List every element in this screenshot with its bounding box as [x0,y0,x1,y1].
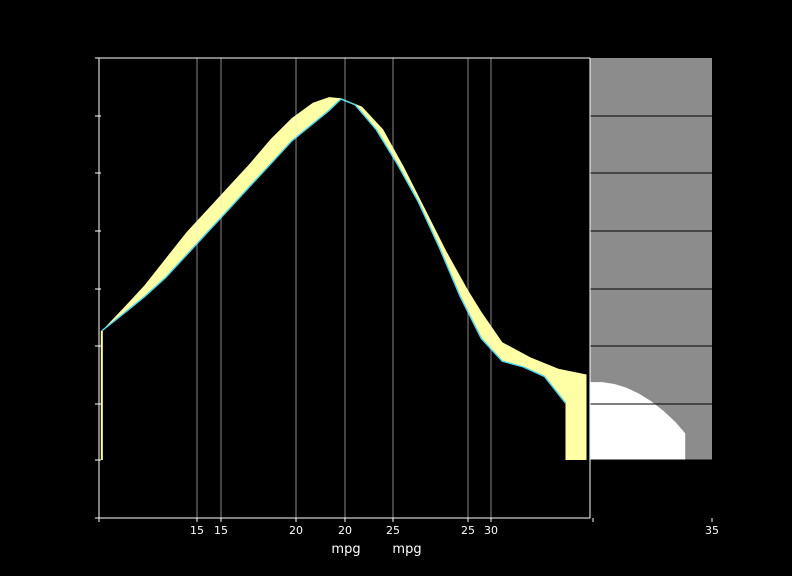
x-tick-label: 20 [338,524,352,537]
x-axis-title-right: mpg [392,542,421,557]
density-lower-curve [101,98,567,404]
x-axis-title-left: mpg [331,542,360,557]
label-layer: mpg mpg [331,542,421,557]
plot-layer [100,58,712,460]
tick-layer: 15 15 20 20 25 25 30 35 [95,57,719,537]
x-tick-label: 30 [484,524,498,537]
x-tick-label: 15 [214,524,228,537]
right-panel-density [590,382,686,460]
x-tick-label: 15 [190,524,204,537]
x-tick-label: 25 [386,524,400,537]
x-tick-label: 20 [289,524,303,537]
x-tick-label: 25 [461,524,475,537]
x-tick-label: 35 [705,524,719,537]
